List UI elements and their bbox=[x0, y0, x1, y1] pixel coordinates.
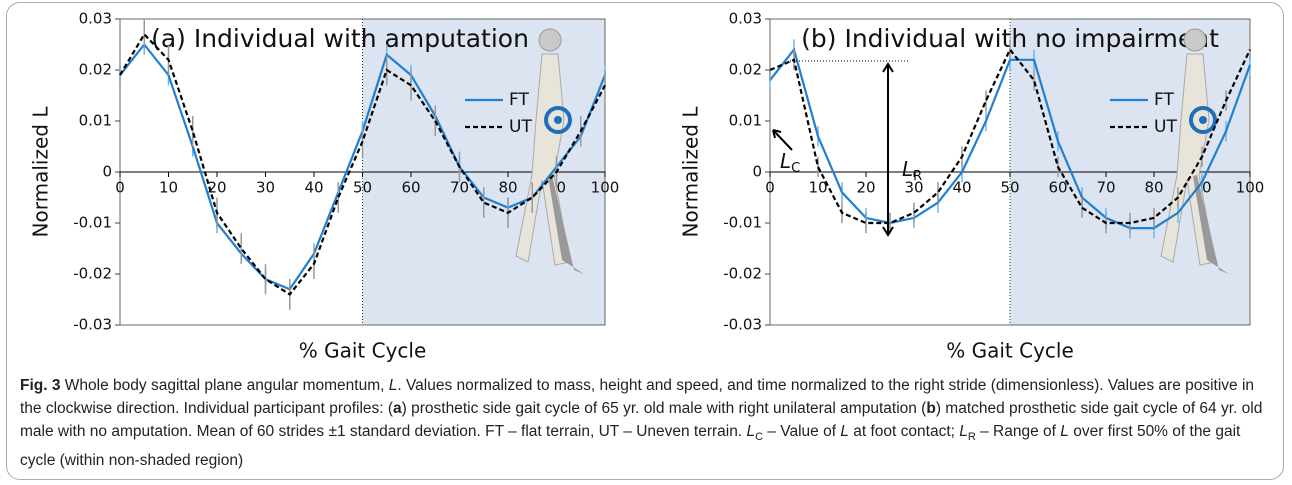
y-axis-label: Normalized L bbox=[29, 106, 53, 238]
rotation bbox=[1189, 106, 1217, 134]
caption-text: – Range of bbox=[975, 423, 1061, 440]
x-tick-label: 20 bbox=[856, 179, 875, 197]
caption-text: L bbox=[1060, 423, 1069, 440]
caption-text: C bbox=[755, 431, 764, 444]
caption-text: R bbox=[967, 431, 976, 444]
legend-label: FT bbox=[509, 90, 529, 110]
annotation-arrow bbox=[772, 129, 793, 151]
caption-text: ) prosthetic side gait cycle of 65 yr. o… bbox=[401, 400, 927, 417]
head bbox=[1183, 28, 1207, 52]
series-line bbox=[119, 32, 606, 296]
annotation-sub: C bbox=[791, 161, 800, 176]
x-tick-label: 50 bbox=[1000, 179, 1019, 197]
caption-text: . Values normalized to mass, height and … bbox=[20, 377, 1255, 417]
caption-label: Fig. 3 bbox=[20, 377, 61, 394]
y-tick-label: -0.03 bbox=[73, 316, 112, 334]
caption-text: a bbox=[393, 400, 402, 417]
x-tick-label: 100 bbox=[591, 179, 620, 197]
x-tick-label: 40 bbox=[304, 179, 323, 197]
y-tick-label: -0.03 bbox=[723, 316, 762, 334]
caption-text: Whole body sagittal plane angular moment… bbox=[60, 377, 389, 394]
head bbox=[538, 28, 562, 52]
rotation bbox=[544, 106, 572, 134]
legend-label: UT bbox=[1154, 117, 1177, 137]
x-tick-label: 40 bbox=[952, 179, 971, 197]
y-tick-label: -0.01 bbox=[723, 214, 762, 232]
y-tick-label: 0 bbox=[102, 163, 112, 181]
annotation: LC bbox=[780, 149, 800, 176]
annotation: LR bbox=[902, 157, 922, 184]
x-tick-label: 30 bbox=[904, 179, 923, 197]
rotation-dot bbox=[554, 116, 562, 124]
y-tick-label: -0.02 bbox=[723, 265, 762, 283]
caption-text: at foot contact; bbox=[848, 423, 960, 440]
x-axis-label: % Gait Cycle bbox=[299, 339, 427, 363]
y-tick-label: -0.01 bbox=[73, 214, 112, 232]
caption-text: L bbox=[959, 423, 968, 440]
x-tick-label: 100 bbox=[1236, 179, 1265, 197]
y-tick-label: 0.03 bbox=[729, 10, 762, 28]
rotation-dot bbox=[1199, 116, 1207, 124]
legend-label: UT bbox=[509, 117, 532, 137]
x-tick-label: 10 bbox=[159, 179, 178, 197]
caption-text: b bbox=[926, 400, 936, 417]
figure-frame bbox=[6, 2, 1284, 480]
y-tick-label: 0.01 bbox=[729, 112, 762, 130]
leg bbox=[1193, 175, 1229, 274]
caption-text: – Value of bbox=[763, 423, 841, 440]
x-tick-label: 70 bbox=[1096, 179, 1115, 197]
x-tick-label: 60 bbox=[401, 179, 420, 197]
annotation-text: L bbox=[780, 149, 791, 173]
y-tick-label: 0 bbox=[752, 163, 762, 181]
caption: Fig. 3 Whole body sagittal plane angular… bbox=[20, 374, 1270, 472]
chart-title: (a) Individual with amputation bbox=[151, 24, 529, 53]
annotation-text: L bbox=[902, 157, 913, 181]
range-arrow bbox=[882, 62, 894, 237]
caption-text: L bbox=[840, 423, 849, 440]
x-tick-label: 50 bbox=[353, 179, 372, 197]
y-axis-label: Normalized L bbox=[679, 106, 703, 238]
caption-text: L bbox=[746, 423, 756, 440]
legend-label: FT bbox=[1154, 90, 1174, 110]
leg bbox=[548, 175, 584, 274]
walker-icon bbox=[515, 28, 584, 274]
y-tick-label: 0.02 bbox=[729, 61, 762, 79]
charts: (a) Individual with amputation -0.03 -0.02… bbox=[29, 10, 1265, 363]
x-axis-label: % Gait Cycle bbox=[946, 339, 1074, 363]
y-tick-label: -0.02 bbox=[73, 265, 112, 283]
caption-text: L bbox=[388, 377, 398, 394]
x-tick-label: 0 bbox=[765, 179, 775, 197]
y-tick-label: 0.01 bbox=[79, 112, 112, 130]
x-tick-label: 0 bbox=[115, 179, 125, 197]
caption-text: ) matched prosthetic side gait cycle of … bbox=[20, 400, 1263, 440]
y-tick-label: 0.02 bbox=[79, 61, 112, 79]
walker-icon bbox=[1160, 28, 1229, 274]
x-tick-label: 80 bbox=[498, 179, 517, 197]
x-tick-label: 80 bbox=[1144, 179, 1163, 197]
x-tick-label: 10 bbox=[808, 179, 827, 197]
caption-text: over first 50% of the gait cycle (within… bbox=[20, 423, 1241, 470]
x-tick-label: 70 bbox=[450, 179, 469, 197]
y-tick-label: 0.03 bbox=[79, 10, 112, 28]
x-tick-label: 30 bbox=[256, 179, 275, 197]
x-tick-label: 20 bbox=[207, 179, 226, 197]
annotation-sub: R bbox=[913, 169, 922, 184]
series-line bbox=[769, 47, 1251, 225]
x-tick-label: 60 bbox=[1048, 179, 1067, 197]
